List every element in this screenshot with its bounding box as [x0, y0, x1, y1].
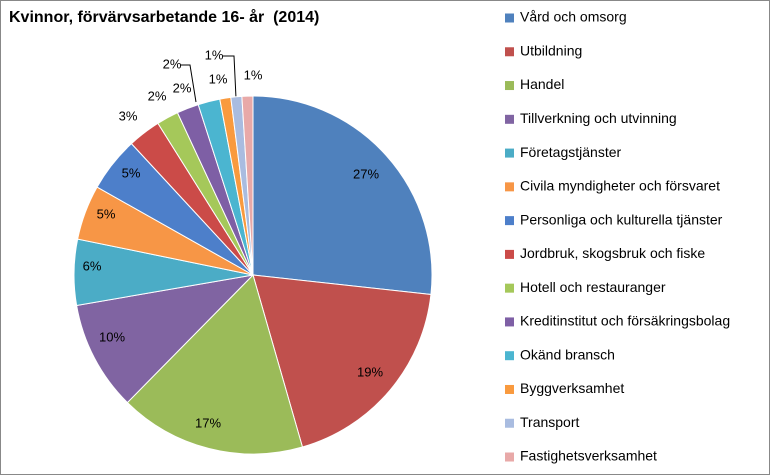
data-label: 3% [119, 108, 138, 123]
legend-label: Hotell och restauranger [520, 279, 666, 295]
legend-swatch [505, 452, 514, 462]
data-label: 6% [83, 258, 102, 273]
legend-label: Jordbruk, skogsbruk och fiske [520, 245, 705, 261]
legend-swatch [505, 418, 514, 428]
legend-label: Byggverksamhet [520, 380, 624, 396]
chart-title: Kvinnor, förvärvsarbetande 16- år (2014) [9, 8, 319, 26]
data-label: 27% [353, 166, 379, 181]
legend-label: Handel [520, 76, 564, 92]
data-label: 1% [244, 67, 263, 82]
data-label: 2% [163, 56, 182, 71]
legend-label: Personliga och kulturella tjänster [520, 211, 723, 227]
data-label: 19% [357, 364, 383, 379]
legend-label: Okänd bransch [520, 346, 615, 362]
legend-swatch [505, 148, 514, 158]
legend-label: Företagstjänster [520, 144, 621, 160]
legend-swatch [505, 384, 514, 394]
data-label: 5% [122, 165, 141, 180]
legend-label: Fastighetsverksamhet [520, 448, 657, 464]
data-label: 2% [148, 88, 167, 103]
legend-swatch [505, 182, 514, 192]
legend-label: Civila myndigheter och försvaret [520, 178, 720, 194]
legend-swatch [505, 13, 514, 23]
data-label: 2% [173, 80, 192, 95]
data-label: 5% [97, 206, 116, 221]
leader-line [222, 55, 237, 99]
legend-label: Kreditinstitut och försäkringsbolag [520, 313, 730, 329]
legend-swatch [505, 114, 514, 124]
pie-slice [241, 95, 254, 276]
data-label: 10% [99, 329, 125, 344]
pie-slice [252, 95, 433, 296]
legend-label: Utbildning [520, 42, 582, 58]
legend-swatch [505, 249, 514, 259]
legend-swatch [505, 283, 514, 293]
legend-swatch [505, 317, 514, 327]
pie-slice [126, 274, 304, 455]
data-label: 17% [195, 415, 221, 430]
data-label: 1% [209, 71, 228, 86]
legend-label: Tillverkning och utvinning [520, 110, 677, 126]
legend-swatch [505, 216, 514, 226]
pie-slice [252, 274, 432, 448]
legend-swatch [505, 81, 514, 91]
legend-label: Vård och omsorg [520, 9, 627, 25]
legend-label: Transport [520, 414, 580, 430]
pie-slice [76, 274, 255, 404]
leader-line [180, 64, 197, 103]
data-label: 1% [205, 47, 224, 62]
legend-swatch [505, 47, 514, 57]
legend-swatch [505, 351, 514, 361]
